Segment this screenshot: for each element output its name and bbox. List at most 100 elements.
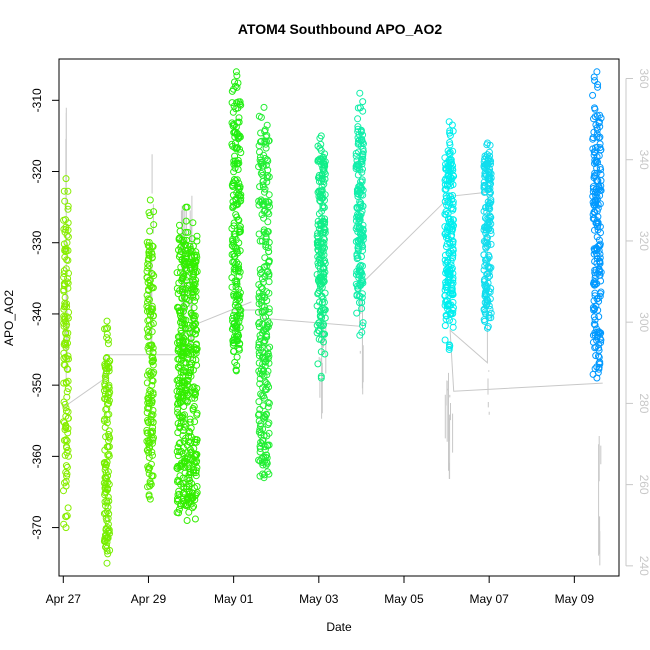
data-point — [236, 312, 244, 320]
data-point — [234, 183, 242, 191]
data-point — [354, 245, 362, 253]
data-point — [441, 322, 449, 330]
data-point — [318, 252, 326, 260]
data-point — [236, 100, 244, 108]
data-point — [187, 424, 195, 432]
data-point — [263, 451, 271, 459]
data-point — [149, 243, 157, 251]
data-point — [255, 230, 263, 238]
data-point — [180, 378, 188, 385]
data-point — [230, 85, 237, 93]
data-point — [150, 272, 158, 280]
data-point — [230, 311, 238, 319]
data-point — [65, 269, 72, 277]
data-point — [103, 458, 111, 466]
chart-title: ATOM4 Southbound APO_AO2 — [238, 21, 443, 37]
data-point — [150, 208, 158, 216]
data-point — [484, 139, 491, 147]
data-point — [321, 218, 329, 226]
data-point — [189, 260, 197, 268]
data-point — [189, 406, 197, 414]
data-point — [231, 230, 239, 238]
data-point — [177, 461, 185, 469]
data-point — [145, 449, 153, 457]
data-point — [176, 439, 184, 447]
y-tick-label-right: 300 — [637, 312, 650, 332]
data-point — [182, 228, 190, 236]
data-point — [444, 223, 452, 231]
data-point — [262, 144, 270, 152]
data-point — [594, 294, 602, 302]
data-point — [186, 383, 193, 391]
data-point — [181, 491, 189, 498]
data-point — [148, 399, 156, 407]
data-point — [233, 258, 241, 266]
data-point — [264, 218, 272, 226]
data-point — [103, 559, 111, 567]
data-point — [62, 407, 70, 415]
data-point — [189, 504, 196, 512]
data-point — [445, 150, 453, 157]
data-point — [105, 437, 112, 445]
data-point — [356, 266, 364, 274]
data-point — [262, 235, 270, 243]
data-point — [61, 197, 69, 205]
data-point — [259, 436, 266, 444]
data-point — [314, 234, 322, 242]
data-point — [482, 160, 490, 168]
data-point — [104, 336, 112, 344]
data-point — [150, 356, 157, 364]
data-point — [60, 436, 68, 444]
data-point — [185, 508, 193, 516]
data-point — [447, 165, 455, 173]
data-point — [65, 308, 73, 316]
data-point — [487, 240, 495, 248]
data-point — [182, 255, 189, 263]
data-point — [104, 478, 112, 486]
data-point — [590, 280, 597, 288]
data-point — [317, 374, 325, 382]
data-point — [149, 419, 157, 427]
data-point — [145, 470, 153, 478]
data-point — [595, 313, 603, 321]
data-point — [256, 153, 264, 161]
data-point — [191, 515, 199, 523]
data-point — [60, 354, 68, 362]
data-point — [593, 68, 601, 76]
data-point — [596, 257, 604, 265]
data-point — [262, 313, 270, 321]
data-point — [62, 343, 70, 351]
data-point — [255, 289, 263, 297]
data-point — [482, 282, 490, 289]
data-point — [149, 370, 157, 378]
data-point — [232, 243, 240, 251]
data-point — [236, 247, 244, 255]
x-tick-label: Apr 29 — [131, 592, 167, 606]
data-point — [61, 400, 69, 408]
data-point — [234, 166, 242, 173]
data-point — [177, 352, 185, 360]
data-point — [259, 181, 267, 189]
data-point — [355, 211, 363, 219]
data-point — [230, 202, 238, 209]
data-point — [233, 277, 241, 285]
data-point — [441, 181, 449, 189]
data-point — [100, 510, 108, 518]
data-point — [148, 353, 156, 361]
data-point — [62, 226, 70, 234]
data-point — [233, 320, 241, 328]
data-point — [230, 258, 238, 266]
data-point — [189, 219, 197, 227]
data-point — [191, 330, 199, 338]
data-point — [144, 295, 152, 303]
data-point — [594, 83, 602, 91]
data-point — [173, 269, 181, 277]
data-point — [597, 336, 605, 344]
data-point — [187, 252, 195, 260]
data-point — [314, 289, 322, 297]
data-point — [446, 158, 454, 166]
data-point — [178, 285, 186, 293]
data-point — [593, 337, 601, 344]
data-point — [595, 365, 603, 373]
data-point — [146, 479, 154, 487]
